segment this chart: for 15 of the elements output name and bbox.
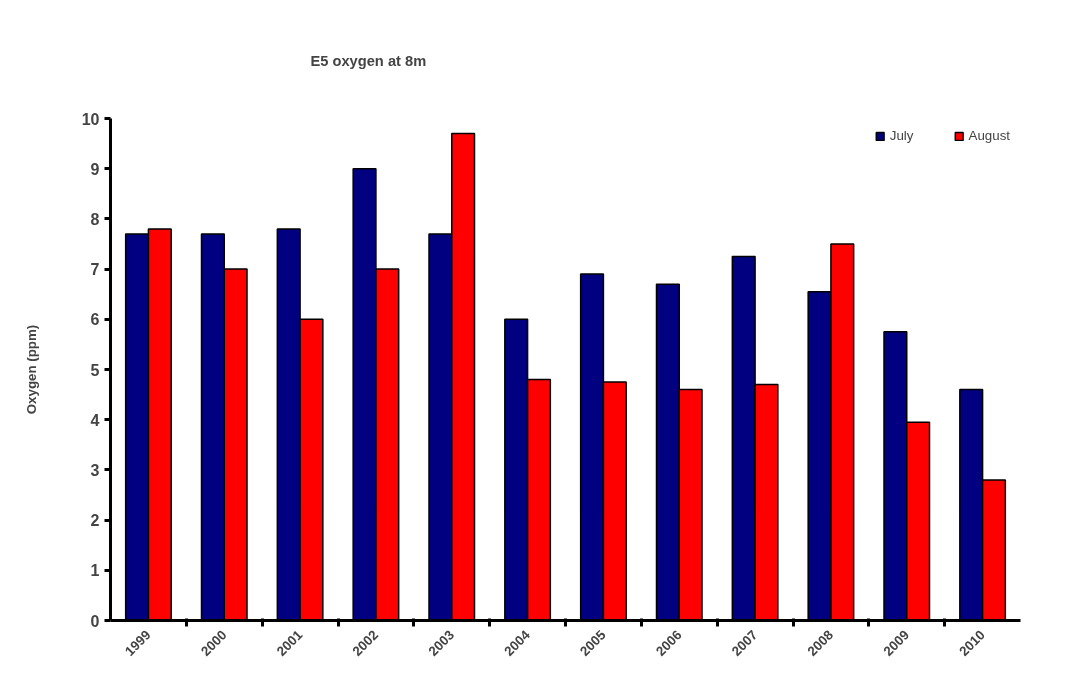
y-tick-label: 2 <box>90 512 100 530</box>
legend-label: August <box>968 128 1010 143</box>
y-tick-label: 4 <box>90 411 100 429</box>
y-tick-label: 3 <box>90 461 100 479</box>
y-tick-label: 5 <box>90 361 100 379</box>
chart-title: E5 oxygen at 8m <box>310 52 427 69</box>
y-tick-label: 10 <box>81 110 100 128</box>
legend-label: July <box>889 128 914 143</box>
y-tick-label: 6 <box>90 311 100 329</box>
y-tick-label: 9 <box>90 160 100 178</box>
y-axis-title: Oxygen (ppm) <box>23 324 39 415</box>
y-tick-label: 0 <box>90 612 100 630</box>
y-tick-label: 1 <box>90 562 100 580</box>
y-tick-label: 7 <box>90 261 100 279</box>
y-tick-label: 8 <box>90 210 100 228</box>
